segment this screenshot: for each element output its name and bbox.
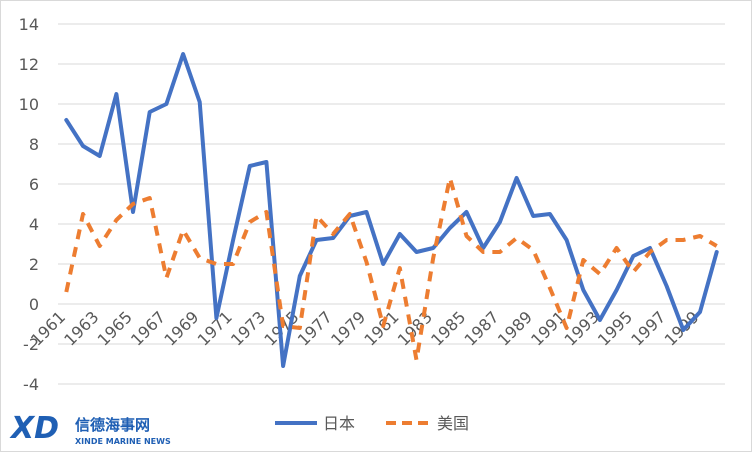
y-tick-label: 8: [29, 135, 39, 154]
legend: 日本 美国: [275, 414, 469, 433]
x-tick-label: 1963: [60, 307, 102, 349]
watermark-name-cn: 信德海事网: [75, 416, 150, 434]
x-tick-label: 1969: [160, 307, 202, 349]
legend-label-usa: 美国: [437, 414, 469, 433]
x-tick-label: 1995: [594, 307, 636, 349]
y-tick-label: 10: [19, 95, 39, 114]
watermark-name-en: XINDE MARINE NEWS: [75, 437, 171, 446]
x-tick-label: 1987: [460, 307, 502, 349]
x-tick-label: 1967: [127, 307, 169, 349]
legend-label-japan: 日本: [323, 414, 355, 433]
x-tick-label: 1985: [427, 307, 469, 349]
x-tick-label: 1997: [627, 307, 669, 349]
x-tick-label: 1973: [227, 307, 269, 349]
x-tick-label: 1979: [327, 307, 369, 349]
x-tick-label: 1991: [527, 307, 569, 349]
y-tick-label: 14: [19, 15, 39, 34]
watermark-mark: XD: [9, 411, 59, 446]
watermark-logo: XD 信德海事网 XINDE MARINE NEWS: [9, 411, 171, 446]
y-tick-label: 6: [29, 175, 39, 194]
y-tick-label: 2: [29, 255, 39, 274]
x-tick-label: 1989: [494, 307, 536, 349]
y-tick-label: -4: [23, 375, 39, 394]
y-tick-label: 4: [29, 215, 39, 234]
y-tick-label: 0: [29, 295, 39, 314]
y-tick-label: 12: [19, 55, 39, 74]
x-tick-label: 1965: [94, 307, 136, 349]
x-tick-label: 1983: [394, 307, 436, 349]
